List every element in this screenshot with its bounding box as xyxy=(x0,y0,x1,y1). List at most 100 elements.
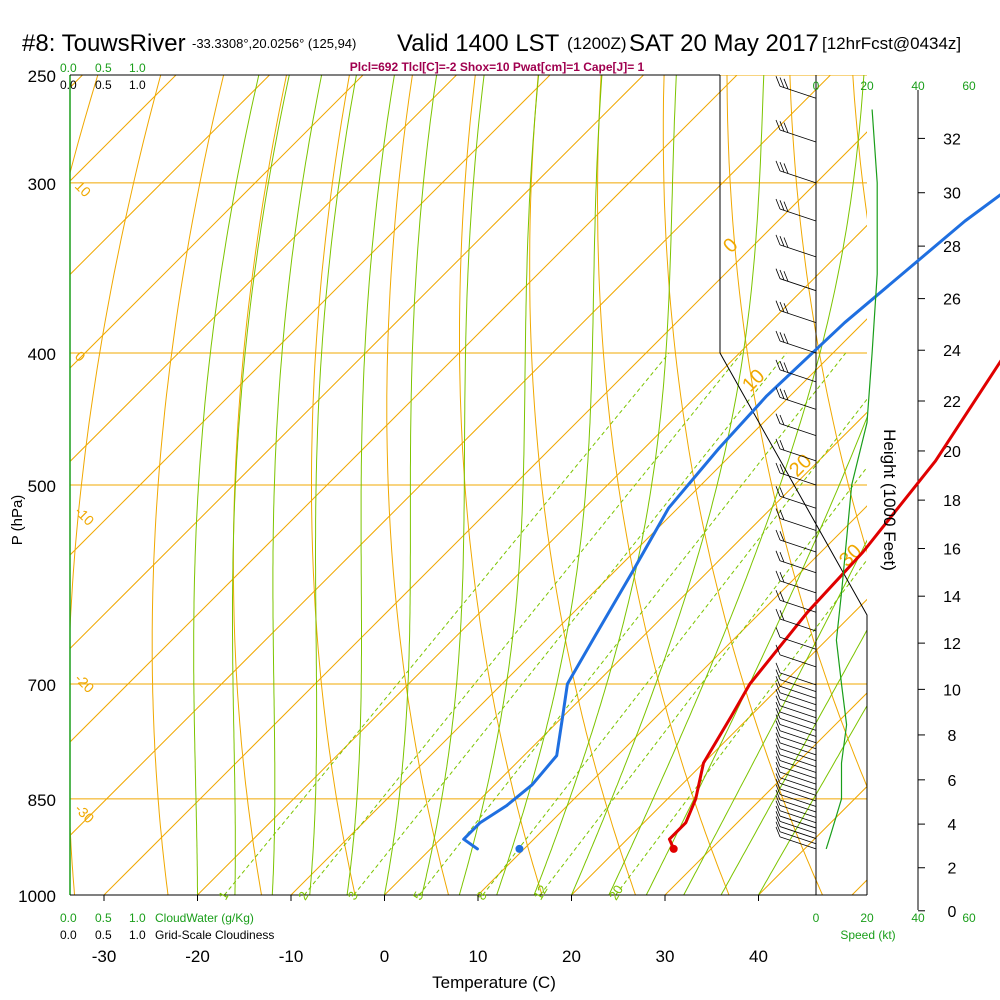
wind-barb-feather xyxy=(775,784,781,795)
wind-barb-staff xyxy=(779,679,817,692)
height-tick-label: 26 xyxy=(943,292,961,309)
wind-barb-staff xyxy=(779,788,817,802)
wind-barb xyxy=(775,714,817,737)
wind-barb xyxy=(775,726,817,750)
wind-barb-staff xyxy=(779,730,817,744)
cloudwater-tick-1-bottom: 0.5 xyxy=(95,911,112,925)
wind-speed-line xyxy=(825,109,878,850)
moist-adiabat-line xyxy=(384,75,438,895)
dry-adiabat-line xyxy=(151,75,225,895)
wind-barb-feather xyxy=(775,387,781,398)
wind-barb-feather xyxy=(775,550,781,561)
wind-barb-staff xyxy=(779,472,817,486)
wind-barb xyxy=(775,767,817,791)
moist-adiabat-line xyxy=(271,75,323,895)
isotherm-line xyxy=(477,505,867,895)
wind-barb-feather xyxy=(775,119,781,131)
moist-adiabat-line xyxy=(533,75,677,895)
wind-barb-staff xyxy=(779,423,817,437)
wind-tick-2-bottom: 40 xyxy=(911,911,925,925)
wind-barb-feather xyxy=(775,268,781,279)
wind-tick-1-bottom: 20 xyxy=(860,911,874,925)
wind-barb-feather xyxy=(775,300,781,311)
wind-barb-feather xyxy=(775,669,781,680)
wind-barb-staff xyxy=(779,698,817,712)
isotherm-label-left: 10 xyxy=(72,178,94,200)
wind-barb-staff xyxy=(779,742,817,756)
wind-barb-feather xyxy=(779,571,785,583)
height-tick-label: 28 xyxy=(943,239,961,256)
wind-barb-feather xyxy=(775,789,781,801)
wind-barb-feather xyxy=(779,591,785,602)
wind-barb-feather xyxy=(779,121,785,132)
wind-barb-staff xyxy=(779,618,817,632)
wind-barb-feather xyxy=(775,359,781,371)
isotherm-line xyxy=(70,75,270,276)
wind-barb-feather xyxy=(779,531,785,542)
isotherm-line xyxy=(851,879,867,895)
x-tick-label: 30 xyxy=(656,947,675,966)
y-axis-title: P (hPa) xyxy=(9,495,26,546)
wind-barb-staff xyxy=(779,748,817,762)
pressure-tick-label: 700 xyxy=(28,676,56,695)
wind-barb-feather xyxy=(779,301,785,313)
wind-barb-staff xyxy=(779,771,817,785)
wind-speed-label: Speed (kt) xyxy=(840,928,895,942)
mixing-ratio-label: 12 xyxy=(530,883,550,903)
wind-barb xyxy=(775,720,817,744)
moist-adiabat-line xyxy=(608,75,865,895)
forecast-info: [12hrFcst@0434z] xyxy=(822,34,961,53)
wind-barb-feather xyxy=(783,362,789,373)
wind-barb xyxy=(775,789,817,813)
right-boundary xyxy=(719,75,868,895)
height-tick-label: 0 xyxy=(948,904,957,921)
wind-barb-feather xyxy=(775,608,781,620)
profiles xyxy=(462,193,1000,853)
wind-barb-staff xyxy=(779,208,817,222)
wind-barb-staff xyxy=(779,736,817,750)
temperature-profile xyxy=(667,359,1000,851)
x-tick-label: -20 xyxy=(185,947,210,966)
wind-barb-feather xyxy=(775,744,781,755)
wind-barb-feather xyxy=(775,627,781,638)
mixing-ratio-line xyxy=(615,559,867,895)
dry-adiabat-line xyxy=(386,75,449,895)
valid-date: SAT 20 May 2017 xyxy=(629,30,819,57)
wind-barb xyxy=(775,756,817,779)
wind-barb-feather xyxy=(775,234,781,246)
wind-barb-feather xyxy=(775,529,781,541)
isotherm-line xyxy=(70,75,551,556)
wind-barb-staff xyxy=(779,310,817,324)
x-axis-title: Temperature (C) xyxy=(432,973,556,992)
wind-barb xyxy=(775,744,817,768)
wind-barb-feather xyxy=(783,201,789,212)
wind-barb-feather xyxy=(775,761,781,773)
wind-tick-3-bottom: 60 xyxy=(962,911,976,925)
wind-tick-1-top: 20 xyxy=(860,79,874,93)
wind-barb-feather xyxy=(775,701,781,713)
moist-adiabat-line xyxy=(720,629,867,895)
wind-barb-feather xyxy=(779,236,785,247)
valid-time: Valid 1400 LST xyxy=(397,30,560,57)
cloudwater-label: CloudWater (g/Kg) xyxy=(155,911,254,925)
wind-barb xyxy=(775,529,817,553)
dry-adiabat-line xyxy=(726,75,867,788)
wind-barb xyxy=(775,816,817,839)
isotherm-label-left: -10 xyxy=(72,503,98,529)
mixing-ratio-line xyxy=(353,352,787,895)
wind-barb xyxy=(775,778,817,802)
chart-frame xyxy=(69,74,919,910)
wind-barb-feather xyxy=(779,269,785,281)
wind-barb xyxy=(775,695,817,719)
moist-adiabat-line xyxy=(645,416,867,895)
wind-barb-feather xyxy=(779,464,785,475)
dry-adiabat-line xyxy=(459,75,543,895)
height-tick-label: 14 xyxy=(943,589,961,606)
pressure-tick-label: 300 xyxy=(28,175,56,194)
height-tick-label: 18 xyxy=(943,493,961,510)
mixing-ratio-line xyxy=(539,466,867,895)
wind-barb-staff xyxy=(779,815,817,829)
x-tick-label: -10 xyxy=(279,947,304,966)
wind-barb-staff xyxy=(779,754,817,768)
wind-barb xyxy=(775,627,817,650)
